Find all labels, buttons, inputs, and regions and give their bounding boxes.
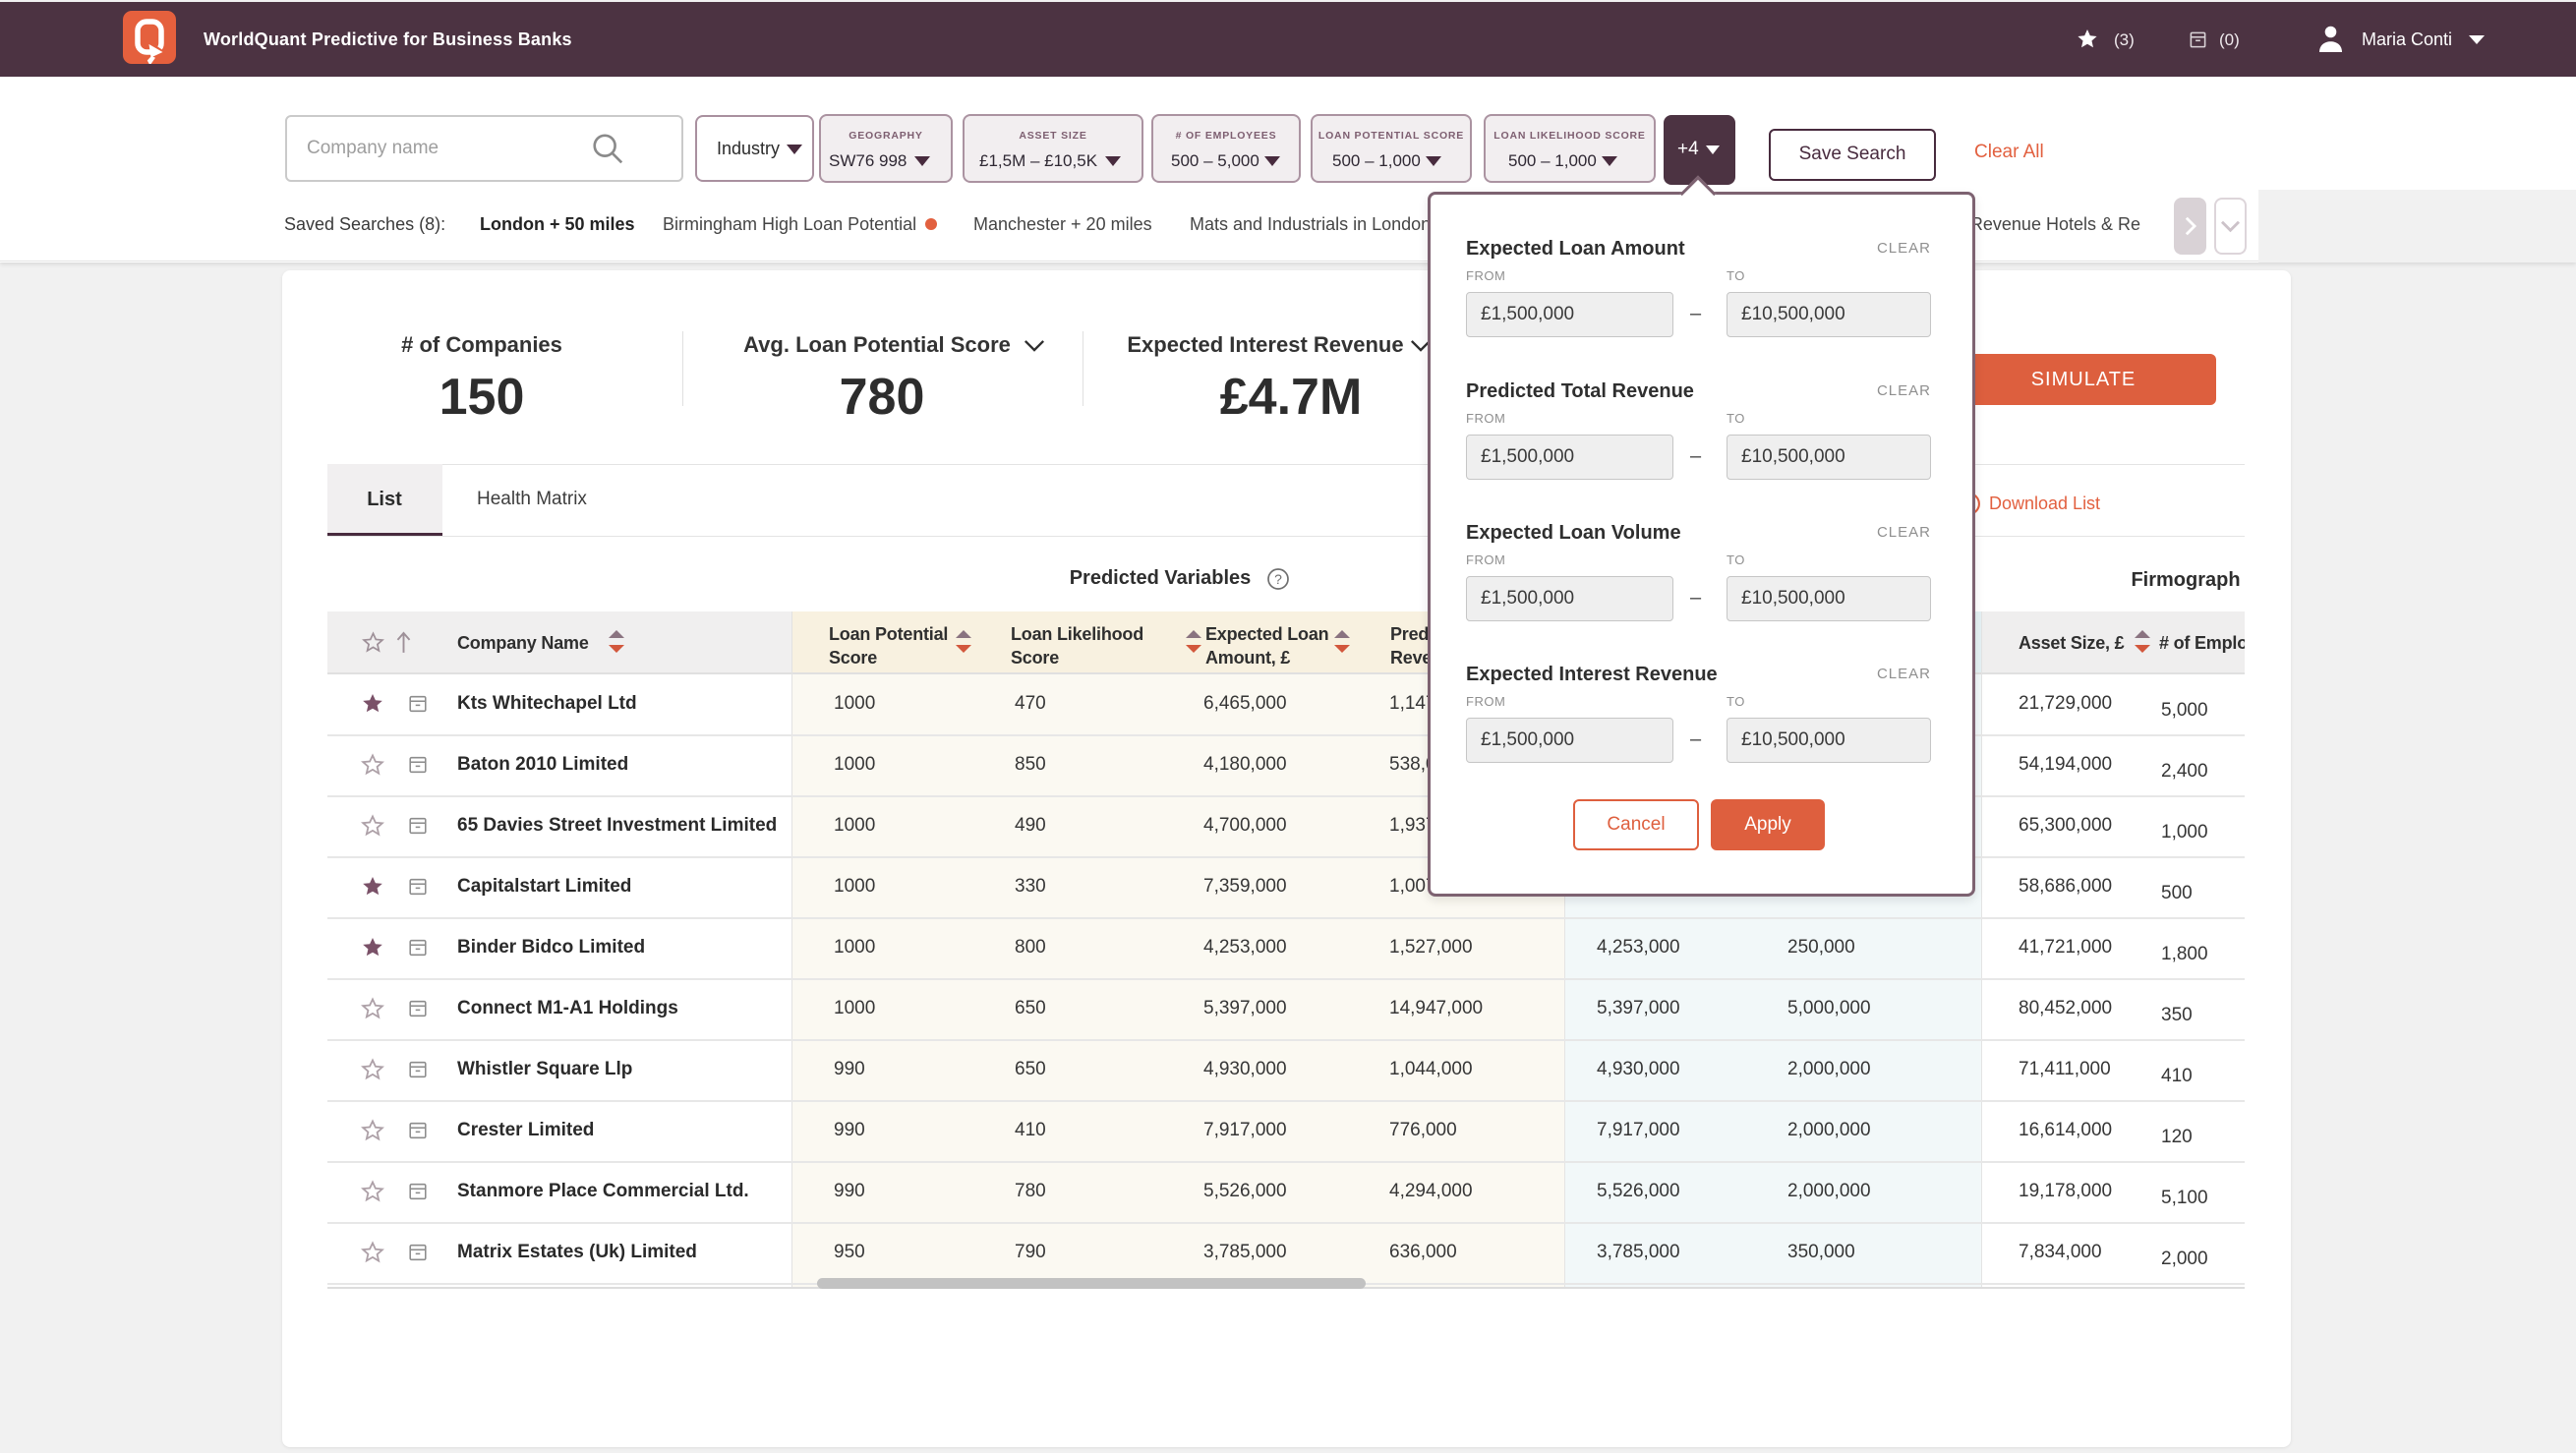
svg-text:?: ? xyxy=(1274,571,1282,587)
